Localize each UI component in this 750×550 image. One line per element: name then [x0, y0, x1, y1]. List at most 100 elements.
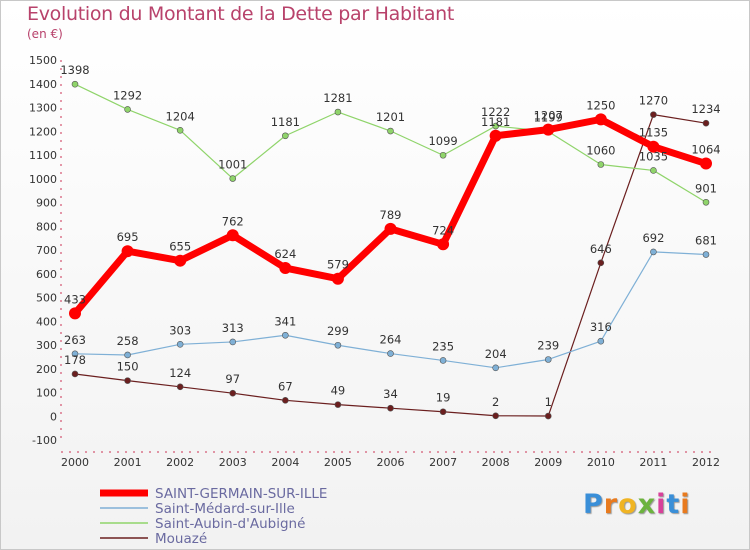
data-point [700, 157, 712, 170]
data-point [489, 129, 502, 142]
data-label: 178 [64, 353, 86, 367]
data-point [597, 161, 605, 168]
logo-letter: t [666, 489, 681, 520]
series-0 [71, 111, 710, 420]
data-label: 341 [274, 314, 296, 328]
logo-letter: P [583, 489, 604, 520]
data-label: 19 [436, 391, 451, 405]
legend-item: Mouazé [155, 531, 207, 547]
data-label: 1181 [481, 115, 510, 129]
data-point [226, 229, 239, 242]
data-point [334, 108, 342, 116]
data-point [597, 337, 605, 345]
logo-letter: r [603, 489, 619, 520]
data-label: 433 [64, 292, 86, 306]
data-label: 1222 [481, 105, 510, 119]
data-point [544, 356, 552, 363]
y-tick-label: 100 [36, 387, 57, 400]
x-tick-label: 2010 [587, 456, 615, 469]
data-point [331, 272, 344, 285]
x-tick-label: 2009 [534, 456, 562, 469]
data-point [387, 350, 394, 357]
x-tick-label: 2011 [639, 456, 667, 469]
data-point [650, 111, 657, 118]
data-point [279, 262, 292, 275]
data-label: 624 [274, 247, 296, 261]
data-label: 1281 [323, 91, 352, 105]
data-point [439, 357, 447, 364]
data-point [437, 238, 450, 251]
data-point [384, 222, 397, 235]
data-point [282, 331, 289, 339]
data-label: 579 [327, 258, 349, 272]
data-label: 264 [380, 333, 402, 347]
data-label: 150 [117, 360, 139, 374]
data-point [492, 122, 499, 130]
data-point [176, 127, 184, 134]
data-label: 313 [222, 321, 244, 335]
data-point [492, 412, 499, 420]
y-tick-label: 1300 [29, 102, 57, 115]
chart-unit: (en €) [27, 27, 63, 41]
y-tick-label: 800 [36, 220, 57, 233]
data-point [71, 370, 79, 378]
data-label: 1 [545, 395, 552, 409]
proxiti-logo: Proxiti [583, 489, 691, 520]
data-point [439, 151, 447, 159]
x-tick-label: 2002 [166, 456, 194, 469]
x-tick-label: 2007 [429, 456, 457, 469]
y-tick-label: 1100 [29, 149, 57, 162]
data-label: 1001 [218, 158, 247, 172]
chart-title: Evolution du Montant de la Dette par Hab… [27, 3, 455, 25]
data-label: 1201 [376, 110, 405, 124]
data-point [702, 198, 710, 206]
data-point [124, 106, 131, 113]
data-label: 695 [117, 230, 139, 244]
data-point [124, 351, 131, 359]
logo-letter: x [637, 489, 657, 520]
x-tick-label: 2006 [377, 456, 405, 469]
data-label: 789 [380, 208, 402, 222]
x-tick-label: 2008 [482, 456, 510, 469]
data-point [702, 119, 710, 127]
x-tick-label: 2005 [324, 456, 352, 469]
y-tick-label: 200 [36, 363, 57, 376]
data-label: 724 [432, 223, 454, 237]
y-tick-label: 300 [36, 339, 57, 352]
data-label: 1207 [534, 109, 563, 123]
data-point [71, 80, 79, 88]
y-tick-label: -100 [32, 434, 57, 447]
data-label: 692 [642, 231, 664, 245]
y-tick-label: 600 [36, 268, 57, 281]
data-point [387, 127, 394, 135]
data-point [176, 383, 184, 391]
x-tick-label: 2003 [219, 456, 247, 469]
data-labels: 178 150 124 97 67 49 34 19 2 1 646 1270 1234 1398 1292… [60, 63, 720, 409]
data-point [439, 408, 447, 416]
data-point [334, 401, 342, 408]
legend-item: SAINT-GERMAIN-SUR-ILLE [155, 486, 327, 502]
x-tick-label: 2004 [271, 456, 299, 469]
data-point [334, 341, 342, 349]
y-tick-label: 700 [36, 244, 57, 257]
data-point [702, 251, 710, 258]
series-3 [69, 113, 712, 320]
data-label: 316 [590, 320, 612, 334]
y-tick-label: 1200 [29, 125, 57, 138]
data-label: 49 [331, 384, 346, 398]
data-label: 1064 [691, 143, 720, 157]
logo-letter: i [656, 489, 667, 520]
data-label: 1204 [166, 109, 195, 123]
data-label: 1398 [60, 63, 89, 77]
axes: -100010020030040050060070080090010001100… [29, 54, 720, 469]
data-label: 2 [492, 395, 499, 409]
data-point [542, 123, 555, 136]
data-label: 762 [222, 214, 244, 228]
legend: SAINT-GERMAIN-SUR-ILLESaint-Médard-sur-I… [100, 486, 327, 547]
y-tick-label: 1400 [29, 78, 57, 91]
series-1 [71, 80, 710, 206]
x-tick-label: 2000 [61, 456, 89, 469]
data-label: 681 [695, 234, 717, 248]
y-tick-label: 900 [36, 197, 57, 210]
